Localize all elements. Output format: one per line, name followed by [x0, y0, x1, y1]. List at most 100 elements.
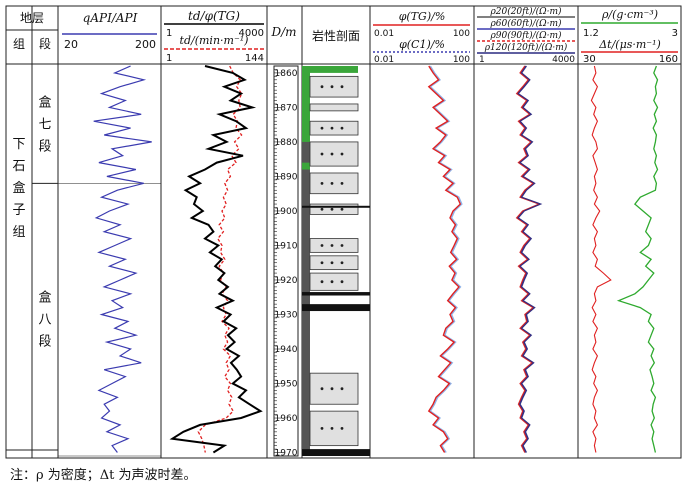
- sand-dot: [340, 261, 344, 265]
- depth-tick-label: 1870: [275, 103, 298, 113]
- gr-min-label: 20: [64, 38, 78, 51]
- sand-dot: [340, 280, 344, 284]
- group-header: 组: [13, 37, 25, 51]
- porosity-header: φ(TG)/% 0.01 100 φ(C1)/% 0.01 100: [373, 10, 470, 65]
- coal-seam: [302, 292, 370, 296]
- res-title-4: ρ120(120ft)/(Ω·m): [484, 42, 568, 53]
- sand-dot: [320, 181, 324, 185]
- sand-dot: [330, 280, 334, 284]
- member-header: 段: [39, 36, 51, 51]
- sandstone-bed: [309, 172, 359, 195]
- sand-dot: [340, 85, 344, 89]
- sandstone-bed: [309, 272, 359, 291]
- coal-seam: [302, 304, 370, 312]
- mudstone-column: [302, 66, 310, 456]
- density-sonic-header: ρ/(g·cm⁻³) 1.2 3 Δt/(μs·m⁻¹) 30 160: [581, 8, 678, 65]
- sand-dot: [340, 244, 344, 247]
- sand-dot: [330, 152, 334, 156]
- group-char: 组: [12, 225, 25, 240]
- dt-min: 30: [583, 54, 596, 65]
- porosity-tg-curve: [427, 65, 462, 453]
- sand-dot: [340, 426, 344, 430]
- group-char: 下: [12, 137, 25, 152]
- res-min: 1: [479, 55, 485, 65]
- porosity-c1-curve: [429, 65, 463, 453]
- den-max: 3: [672, 28, 678, 39]
- den-min: 1.2: [583, 28, 599, 39]
- gr-header: qAPI/API 20 200: [62, 11, 157, 51]
- sand-dot: [340, 387, 344, 391]
- lithology-column: [302, 66, 370, 456]
- depth-tick-label: 1940: [275, 345, 298, 355]
- green-mudstone: [302, 66, 310, 142]
- sandstone-bed: [309, 238, 359, 253]
- member-name: 盒八段: [38, 290, 51, 350]
- depth-tick-label: 1890: [275, 172, 298, 182]
- depth-tick-label: 1970: [275, 449, 298, 459]
- member-char: 七: [38, 118, 51, 133]
- member-char: 八: [38, 313, 51, 328]
- por-title-1: φ(TG)/%: [399, 10, 446, 23]
- res-title-2: ρ60(60ft)/(Ω·m): [489, 18, 562, 29]
- coal-seam: [302, 449, 370, 456]
- group-char: 盒: [12, 180, 25, 196]
- sand-dot: [320, 426, 324, 430]
- sand-dot: [330, 387, 334, 391]
- resistivity-header: ρ20(20ft)/(Ω·m) ρ60(60ft)/(Ω·m) ρ90(90ft…: [477, 6, 575, 65]
- por-title-2: φ(C1)/%: [399, 38, 445, 51]
- green-bed: [310, 66, 358, 73]
- member-char: 段: [38, 335, 51, 350]
- sandstone-bed: [309, 410, 359, 447]
- strata-header: 地层: [20, 11, 44, 25]
- sand-dot: [320, 85, 324, 89]
- res-title-3: ρ90(90ft)/(Ω·m): [489, 30, 562, 41]
- depth-tick-label: 1920: [275, 276, 298, 286]
- total-gas-curve: [169, 65, 263, 454]
- sandstone-bed: [309, 372, 359, 405]
- sandstone-bed: [309, 103, 359, 112]
- sand-dot: [330, 261, 334, 265]
- sand-dot: [320, 261, 324, 265]
- gas-title: td/φ(TG): [188, 9, 240, 23]
- sonic-curve: [590, 65, 612, 453]
- sandstone-bed: [309, 141, 359, 167]
- sandstone-bed: [309, 255, 359, 271]
- log-curves: [93, 65, 659, 454]
- dt-title: Δt/(μs·m⁻¹): [598, 38, 661, 51]
- depth-tick-label: 1880: [275, 138, 298, 148]
- depth-axis: 1860 1870 1880 1890 1900 1910 1920 1930 1940 1950…: [273, 65, 299, 459]
- depth-scale-frame: [273, 65, 299, 457]
- coal-seam: [302, 205, 370, 208]
- den-title: ρ/(g·cm⁻³): [601, 8, 658, 21]
- depth-tick-label: 1910: [275, 241, 298, 251]
- track-frames: [160, 6, 579, 458]
- gas-header: td/φ(TG) 1 4000 td/(min·m⁻¹) 1 144: [164, 9, 264, 64]
- depth-tick-label: 1960: [275, 414, 298, 424]
- sand-dot: [330, 181, 334, 185]
- group-name: 下石盒子组: [12, 137, 25, 240]
- sand-dot: [320, 244, 324, 247]
- member-char: 盒: [38, 95, 51, 111]
- gr-title: qAPI/API: [83, 11, 138, 25]
- depth-tick-label: 1950: [275, 380, 298, 390]
- gas-sub-title: td/(min·m⁻¹): [180, 34, 249, 47]
- depth-tick-label: 1930: [275, 310, 298, 320]
- sand-dot: [330, 244, 334, 247]
- depth-tick-label: 1900: [275, 207, 298, 217]
- sand-dot: [330, 426, 334, 430]
- sand-dot: [320, 387, 324, 391]
- sandstone-bed: [309, 203, 359, 215]
- sand-dot: [340, 126, 344, 130]
- gr-curve: [93, 65, 152, 453]
- lithology-title: 岩性剖面: [312, 28, 360, 43]
- por-min-2: 0.01: [374, 55, 394, 65]
- sand-dot: [340, 152, 344, 156]
- res-title-1: ρ20(20ft)/(Ω·m): [489, 6, 562, 17]
- sand-dot: [340, 181, 344, 185]
- res-max: 4000: [552, 55, 575, 65]
- sandstone-bed: [309, 120, 359, 136]
- depth-title: D/m: [270, 25, 296, 39]
- gas-sub-min-label: 1: [166, 53, 172, 64]
